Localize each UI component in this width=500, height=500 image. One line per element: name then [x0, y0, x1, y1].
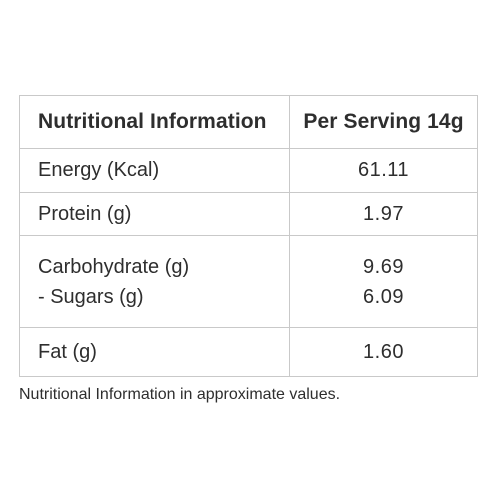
table-row-energy: Energy (Kcal) 61.11 [19, 148, 478, 193]
protein-label: Protein (g) [19, 192, 290, 236]
carbohydrate-values-cell: 9.69 6.09 [289, 235, 478, 328]
nutrient-column-header: Nutritional Information [19, 95, 290, 149]
carbohydrate-label: Carbohydrate (g) [38, 255, 190, 278]
carbohydrate-cell: Carbohydrate (g) - Sugars (g) [19, 235, 290, 328]
table-row-carbohydrate: Carbohydrate (g) - Sugars (g) 9.69 6.09 [19, 235, 478, 328]
sugars-value: 6.09 [363, 285, 404, 308]
nutrition-table: Nutritional Information Per Serving 14g … [19, 95, 478, 377]
carbohydrate-value: 9.69 [363, 255, 404, 278]
protein-value: 1.97 [289, 192, 478, 236]
footnote: Nutritional Information in approximate v… [19, 386, 341, 403]
energy-label: Energy (Kcal) [19, 148, 290, 193]
sugars-label: - Sugars (g) [38, 285, 144, 308]
table-row-protein: Protein (g) 1.97 [19, 192, 478, 236]
table-header-row: Nutritional Information Per Serving 14g [19, 95, 478, 149]
serving-column-header: Per Serving 14g [289, 95, 478, 149]
energy-value: 61.11 [289, 148, 478, 193]
table-row-fat: Fat (g) 1.60 [19, 327, 478, 377]
fat-label: Fat (g) [19, 327, 290, 377]
fat-value: 1.60 [289, 327, 478, 377]
